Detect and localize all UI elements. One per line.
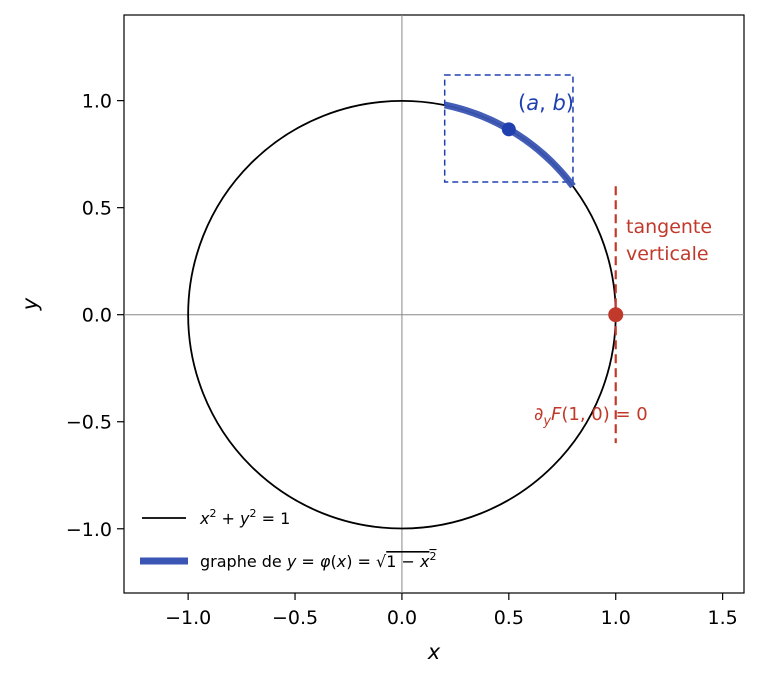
y-tick-label: −0.5 xyxy=(66,412,112,434)
annotation-point-ab: (a, b) xyxy=(518,91,574,115)
point-ab xyxy=(501,122,516,137)
x-tick-label: 0.0 xyxy=(387,607,417,629)
y-tick-label: 0.0 xyxy=(82,305,112,327)
plot-frame xyxy=(123,14,745,594)
x-tick-label: −1.0 xyxy=(165,607,211,629)
y-tick-label: 0.5 xyxy=(82,198,112,220)
x-ticks: −1.0 −0.5 0.0 0.5 1.0 1.5 xyxy=(165,593,738,629)
x-axis-label: x xyxy=(427,640,441,664)
y-tick-label: −1.0 xyxy=(66,519,112,541)
legend: x2 + y2 = 1 graphe de y = φ(x) = √1 − x2 xyxy=(140,507,436,571)
annotation-partial-derivative: ∂yF(1, 0) = 0 xyxy=(534,404,648,429)
neighborhood-box xyxy=(443,74,574,183)
x-tick-label: −0.5 xyxy=(272,607,318,629)
annotation-tangente: tangente xyxy=(626,216,712,238)
y-tick-label: 1.0 xyxy=(82,91,112,113)
point-1-0 xyxy=(608,307,624,323)
legend-label-circle: x2 + y2 = 1 xyxy=(199,507,290,528)
x-tick-label: 1.0 xyxy=(601,607,631,629)
x-tick-label: 1.5 xyxy=(708,607,738,629)
annotation-verticale: verticale xyxy=(626,243,709,265)
x-tick-label: 0.5 xyxy=(494,607,524,629)
legend-label-arc: graphe de y = φ(x) = √1 − x2 xyxy=(200,550,436,571)
y-ticks: −1.0 −0.5 0.0 0.5 1.0 xyxy=(66,91,124,541)
y-axis-label: y xyxy=(18,297,42,311)
